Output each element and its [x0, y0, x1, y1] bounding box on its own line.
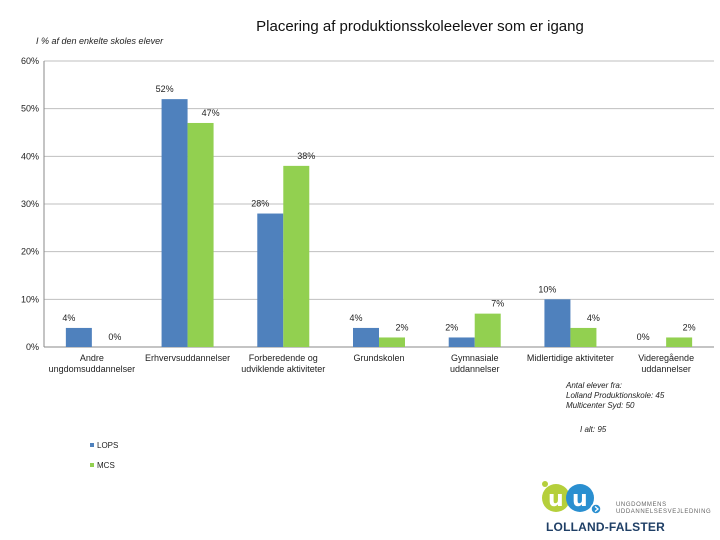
student-count-note: Antal elever fra: Lolland Produktionskol… [566, 381, 664, 435]
data-label-lops-0: 4% [62, 313, 75, 323]
bar-mcs-2 [283, 165, 310, 347]
note-total: I alt: 95 [580, 425, 607, 434]
x-tick-label-line: Forberedende og [249, 353, 318, 363]
bar-lops-5 [544, 299, 571, 347]
x-tick-label: Videregående uddannelser [638, 353, 694, 374]
data-label-mcs-4: 7% [491, 299, 504, 309]
x-tick-label: Grundskolen [353, 353, 404, 363]
y-tick-label: 30% [21, 199, 39, 209]
x-tick-label-line: Erhvervsuddannelser [145, 353, 230, 363]
svg-text:u: u [548, 487, 564, 512]
bar-mcs-1 [187, 122, 214, 347]
logo-text-line-1: UNGDOMMENS [616, 502, 667, 508]
x-tick-label: Andre ungdomsuddannelser [49, 353, 136, 374]
y-tick-label: 20% [21, 247, 39, 257]
legend-item-mcs: MCS [90, 460, 118, 470]
data-label-mcs-2: 38% [297, 151, 315, 161]
data-label-lops-2: 28% [251, 199, 269, 209]
data-label-lops-1: 52% [156, 84, 174, 94]
x-tick-label-line: Midlertidige aktiviteter [527, 353, 614, 363]
data-label-lops-3: 4% [349, 313, 362, 323]
note-line-1: Antal elever fra: [566, 381, 623, 390]
x-tick-label-line: uddannelser [450, 364, 500, 374]
x-tick-label-line: Gymnasiale [451, 353, 499, 363]
data-label-mcs-3: 2% [395, 322, 408, 332]
y-tick-label: 60% [21, 56, 39, 66]
chart-subtitle: I % af den enkelte skoles elever [36, 36, 164, 46]
y-tick-label: 40% [21, 151, 39, 161]
legend-swatch-mcs [90, 463, 94, 467]
logo-text-line-2: UDDANNELSESVEJLEDNING [616, 509, 712, 515]
bar-mcs-3 [379, 337, 405, 347]
x-tick-label-line: uddannelser [641, 364, 691, 374]
chart-legend: LOPS MCS [90, 440, 118, 480]
legend-label-lops: LOPS [97, 440, 119, 450]
data-label-mcs-1: 47% [202, 108, 220, 118]
x-tick-label: Erhvervsuddannelser [145, 353, 230, 363]
x-tick-label-line: udviklende aktiviteter [241, 364, 325, 374]
y-tick-label: 0% [26, 342, 39, 352]
x-tick-label: Gymnasiale uddannelser [450, 353, 500, 374]
legend-item-lops: LOPS [90, 440, 118, 450]
uu-logo-icon: u u [542, 481, 602, 515]
logo-text-line-3: LOLLAND-FALSTER [546, 520, 665, 534]
x-tick-label-line: ungdomsuddannelser [49, 364, 136, 374]
x-tick-label-line: Grundskolen [353, 353, 404, 363]
data-label-lops-4: 2% [445, 322, 458, 332]
data-label-mcs-0: 0% [108, 332, 121, 342]
bar-lops-3 [353, 327, 379, 347]
bar-lops-2 [257, 213, 284, 347]
bar-mcs-5 [570, 327, 597, 347]
chart-title: Placering af produktionsskoleelever som … [256, 18, 584, 35]
bar-lops-4 [448, 337, 475, 347]
x-tick-label-line: Videregående [638, 353, 694, 363]
uu-lolland-falster-logo: u u UNGDOMMENS UDDANNELSESVEJLEDNING LOL… [532, 478, 712, 536]
note-line-3: Multicenter Syd: 50 [566, 401, 635, 410]
bar-mcs-6 [666, 337, 693, 347]
data-label-mcs-5: 4% [587, 313, 600, 323]
bar-lops-1 [161, 99, 188, 347]
data-label-lops-6: 0% [637, 332, 650, 342]
legend-swatch-lops [90, 443, 94, 447]
x-tick-label-line: Andre [80, 353, 104, 363]
bar-lops-0 [65, 327, 92, 347]
x-tick-label: Forberedende og udviklende aktiviteter [241, 353, 325, 374]
data-label-lops-5: 10% [538, 284, 556, 294]
svg-text:u: u [572, 487, 588, 512]
y-tick-label: 10% [21, 294, 39, 304]
x-tick-label: Midlertidige aktiviteter [527, 353, 614, 363]
bar-mcs-4 [474, 313, 501, 347]
data-label-mcs-6: 2% [683, 322, 696, 332]
legend-label-mcs: MCS [97, 460, 115, 470]
y-tick-label: 50% [21, 104, 39, 114]
note-line-2: Lolland Produktionskole: 45 [566, 391, 665, 400]
